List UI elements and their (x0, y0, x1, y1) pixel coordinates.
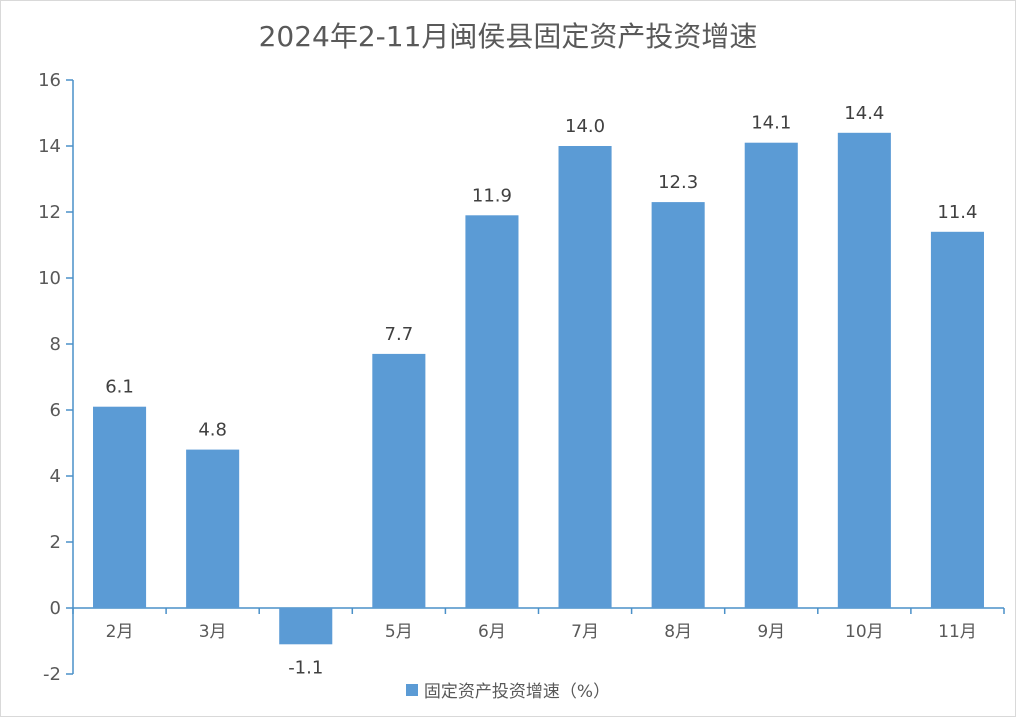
legend-label: 固定资产投资增速（%） (423, 682, 611, 702)
bar-9月 (744, 142, 798, 608)
x-category-label: 10月 (845, 622, 884, 642)
x-category-label: 11月 (938, 622, 977, 642)
y-tick-label: 14 (38, 136, 61, 157)
bar-2月 (93, 406, 147, 608)
legend-swatch (405, 683, 418, 696)
y-tick-label: -2 (43, 664, 61, 685)
legend: 固定资产投资增速（%） (1, 677, 1015, 702)
data-label: 4.8 (198, 420, 227, 441)
bar-4月 (279, 608, 333, 645)
x-axis: 2月3月4月5月6月7月8月9月10月11月 (72, 607, 1005, 642)
data-label: 11.4 (937, 202, 977, 223)
bar-5月 (372, 353, 426, 608)
data-label: 6.1 (105, 377, 134, 398)
bar-6月 (465, 215, 519, 609)
y-tick-label: 8 (50, 334, 61, 355)
x-category-label: 9月 (757, 622, 785, 642)
x-category-label: 3月 (199, 622, 227, 642)
y-tick-label: 0 (50, 598, 61, 619)
data-label: 11.9 (472, 185, 512, 206)
data-label: 14.4 (844, 103, 884, 124)
y-tick-label: 10 (38, 268, 61, 289)
data-labels: 6.1 4.8 -1.1 7.7 11.9 14.0 12.3 14.1 14.4 11.4 (105, 103, 977, 678)
bar-series (93, 132, 984, 645)
data-label: 7.7 (385, 324, 414, 345)
data-label: 14.0 (565, 116, 605, 137)
x-category-label: 8月 (664, 622, 692, 642)
y-axis: -2 0 2 4 6 8 10 12 14 16 (38, 70, 74, 685)
data-label: 12.3 (658, 172, 698, 193)
bar-11月 (930, 231, 984, 609)
bar-8月 (651, 202, 705, 608)
y-tick-label: 2 (50, 532, 61, 553)
y-tick-label: 4 (50, 466, 61, 487)
y-tick-label: 6 (50, 400, 61, 421)
y-tick-label: 16 (38, 70, 61, 91)
x-category-label: 2月 (106, 622, 134, 642)
data-label: 14.1 (751, 113, 791, 134)
bar-3月 (186, 449, 240, 608)
bar-10月 (837, 132, 891, 609)
bar-7月 (558, 146, 612, 608)
x-category-label: 7月 (571, 622, 599, 642)
chart-title: 2024年2-11月闽侯县固定资产投资增速 (258, 20, 758, 53)
y-tick-label: 12 (38, 202, 61, 223)
data-label: -1.1 (288, 657, 323, 678)
x-category-label: 5月 (385, 622, 413, 642)
x-category-label: 6月 (478, 622, 506, 642)
